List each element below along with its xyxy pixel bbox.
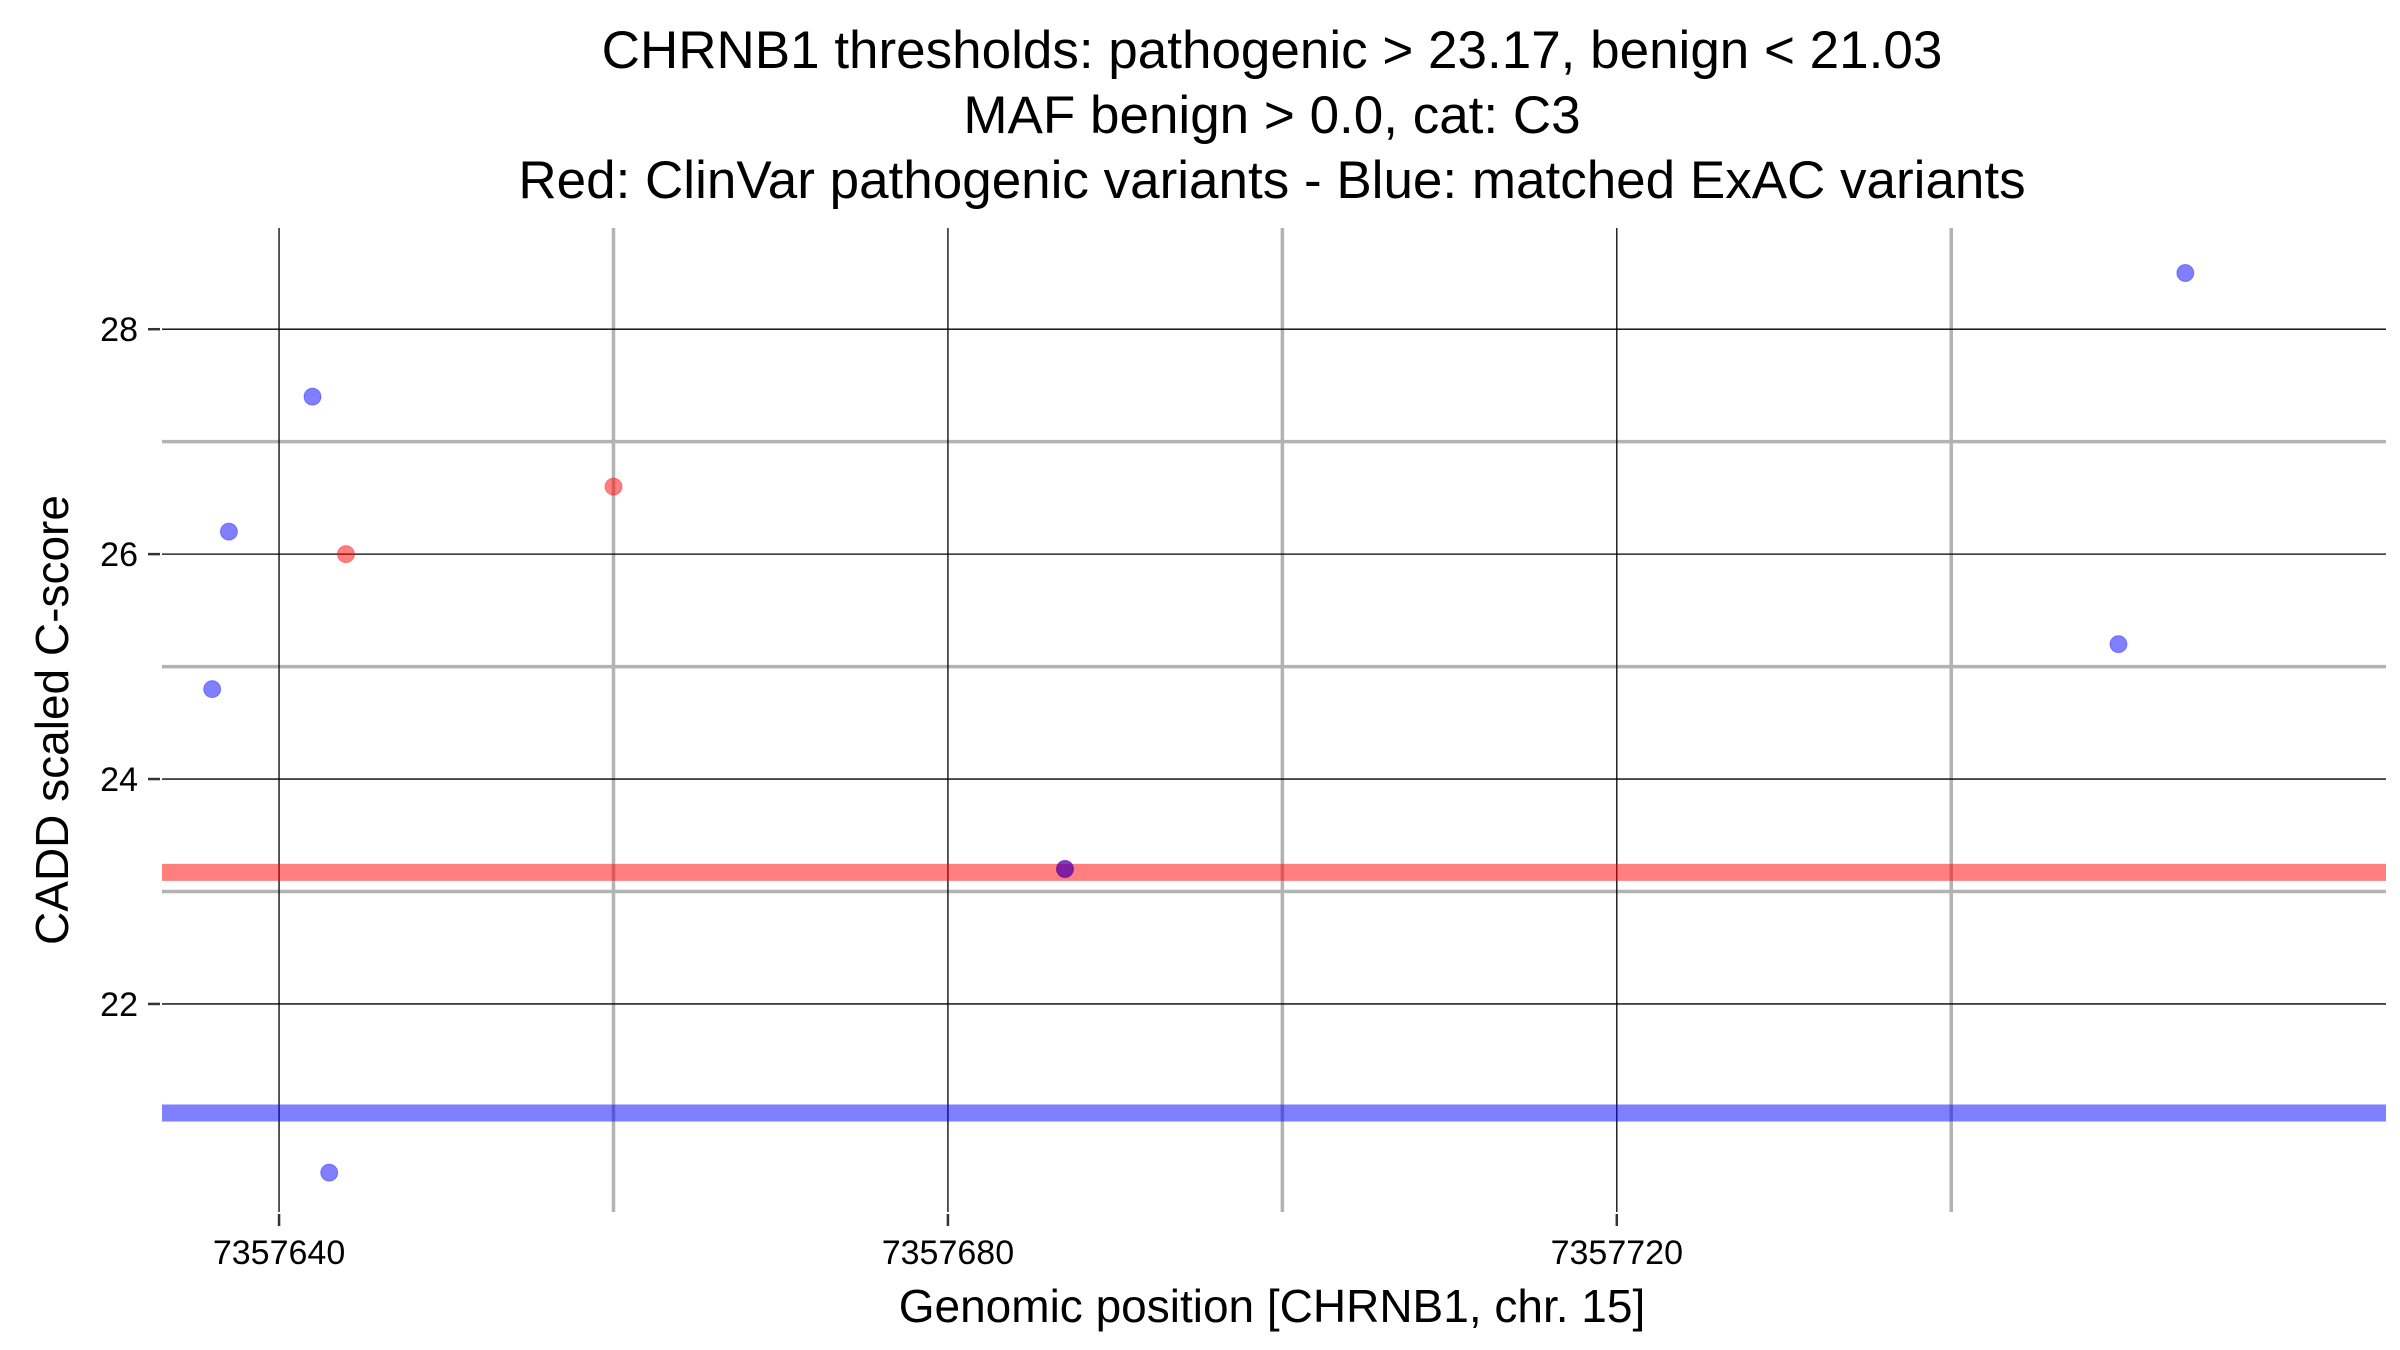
exac-matched-point [1055,860,1074,879]
exac-matched-point [320,1163,339,1182]
exac-matched-point [303,387,322,406]
y-tick-label: 26 [100,536,138,574]
exac-matched-point [219,522,238,541]
x-tick-label: 7357680 [882,1234,1014,1272]
exac-matched-point [203,680,222,699]
x-tick-label: 7357640 [213,1234,345,1272]
chart-title-line-3: Red: ClinVar pathogenic variants - Blue:… [518,151,2025,210]
y-axis-label: CADD scaled C-score [26,495,78,945]
axis-ticks: 22 24 26 28 7357640 7357680 7357720 [100,311,1683,1272]
exac-matched-point [2109,635,2128,654]
threshold-lines [162,863,2386,1122]
y-tick-label: 22 [100,986,138,1024]
chart-title-line-1: CHRNB1 thresholds: pathogenic > 23.17, b… [602,21,1943,80]
y-tick-label: 24 [100,761,138,799]
chart-title-line-2: MAF benign > 0.0, cat: C3 [963,86,1580,145]
clinvar-pathogenic-point [604,477,623,496]
x-tick-label: 7357720 [1551,1234,1683,1272]
grid-lines [162,228,2386,1212]
clinvar-pathogenic-point [336,545,355,564]
y-tick-label: 28 [100,311,138,349]
exac-matched-point [2176,263,2195,282]
x-axis-label: Genomic position [CHRNB1, chr. 15] [899,1280,1646,1332]
data-points [203,263,2195,1182]
